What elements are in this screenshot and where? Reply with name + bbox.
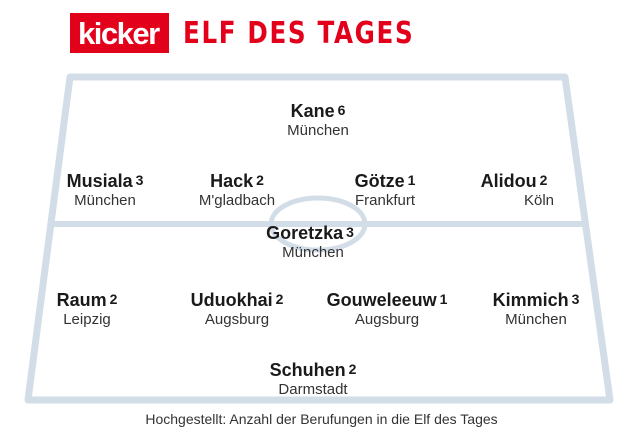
player-hack: Hack 2 M'gladbach [162,171,312,210]
player-club: München [505,311,567,328]
nomination-count: 2 [275,291,284,307]
kicker-logo: kicker [70,13,169,53]
player-club: München [282,244,344,261]
footnote: Hochgestellt: Anzahl der Berufungen in d… [145,411,498,427]
nomination-count: 3 [571,291,580,307]
player-goretzka: Goretzka 3 München [235,223,385,262]
player-name: Alidou [480,171,537,191]
player-club: München [74,192,136,209]
nomination-count: 3 [346,224,354,240]
nomination-count: 1 [407,172,416,188]
player-club: Augsburg [354,311,420,328]
player-club: Köln [523,192,555,209]
player-club: Leipzig [63,311,111,328]
player-kane: Kane 6 München [243,101,393,140]
player-schuhen: Schuhen 2 Darmstadt [238,360,388,399]
nomination-count: 2 [539,172,548,188]
player-musiala: Musiala 3 München [30,171,180,210]
nomination-count: 1 [439,291,448,307]
player-alidou: Alidou 2 Köln [439,171,589,210]
player-kimmich: Kimmich 3 München [461,290,611,329]
player-name: Goretzka [266,223,344,243]
nomination-count: 6 [337,102,346,118]
player-goetze: Götze 1 Frankfurt [310,171,460,210]
player-club: Darmstadt [278,381,348,398]
player-name: Gouweleeuw [326,290,437,310]
player-name: Schuhen [269,360,346,380]
player-raum: Raum 2 Leipzig [12,290,162,329]
player-name: Kane [290,101,335,121]
nomination-count: 2 [256,172,264,188]
player-name: Raum [56,290,107,310]
page-title: ELF DES TAGES [182,15,414,51]
header: kicker ELF DES TAGES [70,12,465,54]
nomination-count: 2 [348,361,357,377]
player-name: Kimmich [492,290,569,310]
player-name: Uduokhai [190,290,273,310]
nomination-count: 2 [109,291,118,307]
player-gouweleeuw: Gouweleeuw 1 Augsburg [312,290,462,329]
player-name: Götze [354,171,405,191]
nomination-count: 3 [135,172,144,188]
player-name: Hack [210,171,254,191]
player-club: M'gladbach [198,192,276,209]
player-name: Musiala [66,171,133,191]
player-club: Frankfurt [354,192,415,209]
player-club: München [287,122,349,139]
player-uduokhai: Uduokhai 2 Augsburg [162,290,312,329]
player-club: Augsburg [204,311,270,328]
